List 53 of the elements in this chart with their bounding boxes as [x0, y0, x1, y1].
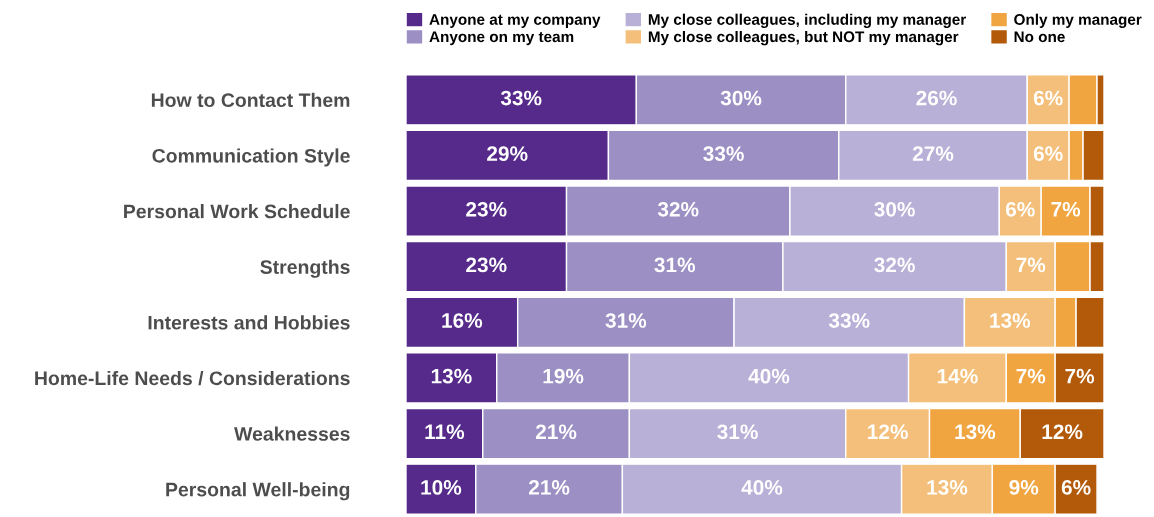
- data-label: 23%: [466, 257, 507, 273]
- data-label: 10%: [421, 480, 462, 495]
- data-label: 23%: [466, 201, 507, 217]
- data-label: 12%: [1042, 424, 1083, 440]
- data-label: 21%: [535, 424, 577, 440]
- data-label: 33%: [703, 146, 744, 162]
- legend-label: No one: [1014, 31, 1065, 43]
- data-label: 27%: [912, 146, 954, 161]
- data-label: 12%: [868, 424, 908, 440]
- data-label: 29%: [487, 146, 528, 162]
- data-label: 13%: [431, 368, 472, 384]
- data-label: 6%: [1033, 146, 1063, 162]
- y-tick-label: How to Contact Them: [151, 92, 350, 108]
- legend-label: Only my manager: [1014, 13, 1142, 28]
- y-tick-label: Personal Well-being: [166, 482, 350, 501]
- data-label: 21%: [528, 480, 570, 495]
- data-label: 7%: [1051, 201, 1081, 217]
- legend-label: My close colleagues, but NOT my manager: [648, 30, 959, 46]
- y-tick-label: Home-Life Needs / Considerations: [35, 370, 350, 386]
- data-label: 30%: [720, 90, 762, 106]
- data-label: 19%: [543, 368, 584, 384]
- data-label: 40%: [741, 480, 783, 495]
- y-tick-label: Weaknesses: [234, 426, 350, 441]
- y-tick-label: Communication Style: [152, 148, 350, 167]
- data-label: 7%: [1016, 368, 1046, 384]
- data-label: 33%: [500, 90, 542, 106]
- y-tick-label: Personal Work Schedule: [124, 204, 350, 219]
- data-label: 31%: [605, 313, 647, 328]
- legend-label: Anyone at my company: [429, 14, 601, 28]
- data-label: 33%: [828, 313, 870, 328]
- data-label: 6%: [1005, 201, 1035, 217]
- data-label: 13%: [990, 313, 1031, 328]
- data-label: 6%: [1033, 90, 1063, 106]
- data-label: 30%: [874, 201, 915, 217]
- data-label: 16%: [442, 313, 483, 328]
- data-label: 13%: [955, 424, 996, 440]
- y-tick-label: Strengths: [260, 259, 350, 278]
- data-label: 31%: [717, 424, 758, 440]
- data-label: 14%: [937, 368, 978, 384]
- data-label: 26%: [916, 90, 957, 106]
- data-label: 7%: [1065, 368, 1095, 384]
- data-label: 32%: [657, 201, 699, 217]
- legend-label: My close colleagues, including my manager: [648, 13, 966, 28]
- data-label: 11%: [425, 424, 465, 440]
- data-label: 40%: [748, 368, 790, 384]
- legend-label: Anyone on my team: [429, 31, 574, 46]
- data-label: 6%: [1061, 480, 1091, 495]
- data-label: 32%: [874, 257, 915, 273]
- data-label: 9%: [1009, 480, 1039, 495]
- data-label: 13%: [927, 480, 968, 495]
- data-label: 7%: [1016, 257, 1046, 273]
- data-label: 31%: [654, 257, 696, 273]
- y-tick-label: Interests and Hobbies: [148, 315, 350, 330]
